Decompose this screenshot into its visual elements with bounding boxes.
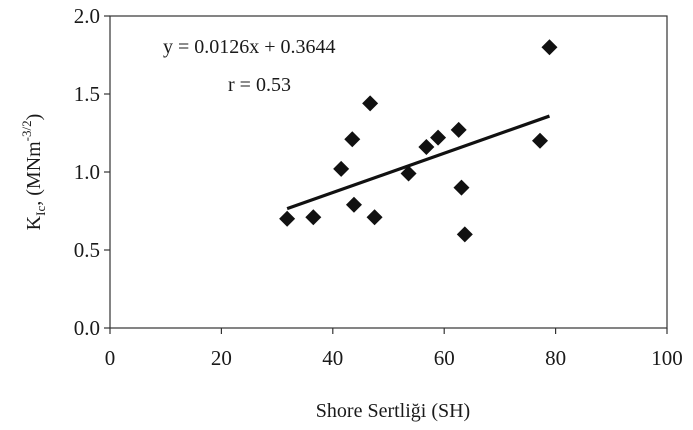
y-tick-label: 0.0 <box>74 316 100 340</box>
y-axis-title-subscript: Ic <box>33 206 48 216</box>
y-axis-title-base: K <box>23 215 45 230</box>
x-axis-title: Shore Sertliği (SH) <box>316 400 470 422</box>
x-tick-label: 0 <box>105 346 116 370</box>
x-tick-label: 20 <box>211 346 232 370</box>
data-point <box>345 196 362 213</box>
trendline-group <box>286 114 551 211</box>
x-axis: 0 20 40 60 80 100 <box>105 328 683 370</box>
data-point <box>532 132 549 149</box>
y-axis-title: KIc, (MNm-3/2) <box>19 114 48 231</box>
y-tick-label: 1.5 <box>74 82 100 106</box>
y-tick-label: 2.0 <box>74 4 100 28</box>
y-tick-label: 0.5 <box>74 238 100 262</box>
y-axis-title-close: ) <box>23 114 45 121</box>
y-axis-title-superscript: -3/2 <box>19 120 34 141</box>
correlation-annotation: r = 0.53 <box>228 74 291 96</box>
x-tick-label: 60 <box>434 346 455 370</box>
data-point <box>279 210 296 227</box>
x-tick-label: 80 <box>545 346 566 370</box>
data-point <box>453 179 470 196</box>
data-point <box>430 129 447 146</box>
equation-annotation: y = 0.0126x + 0.3644 <box>163 36 336 58</box>
x-tick-label: 100 <box>651 346 683 370</box>
data-point <box>366 209 383 226</box>
data-point <box>305 209 322 226</box>
y-axis: 0.0 0.5 1.0 1.5 2.0 <box>74 4 110 340</box>
data-point <box>450 121 467 138</box>
trendline <box>286 114 551 211</box>
data-point <box>333 160 350 177</box>
data-point <box>541 39 558 56</box>
y-axis-title-unit: , (MNm <box>23 141 45 206</box>
data-point <box>344 131 361 148</box>
data-point <box>362 95 379 112</box>
data-point <box>418 139 435 156</box>
x-tick-label: 40 <box>322 346 343 370</box>
data-point <box>456 226 473 243</box>
data-point <box>400 165 417 182</box>
data-points <box>279 39 558 243</box>
y-tick-label: 1.0 <box>74 160 100 184</box>
